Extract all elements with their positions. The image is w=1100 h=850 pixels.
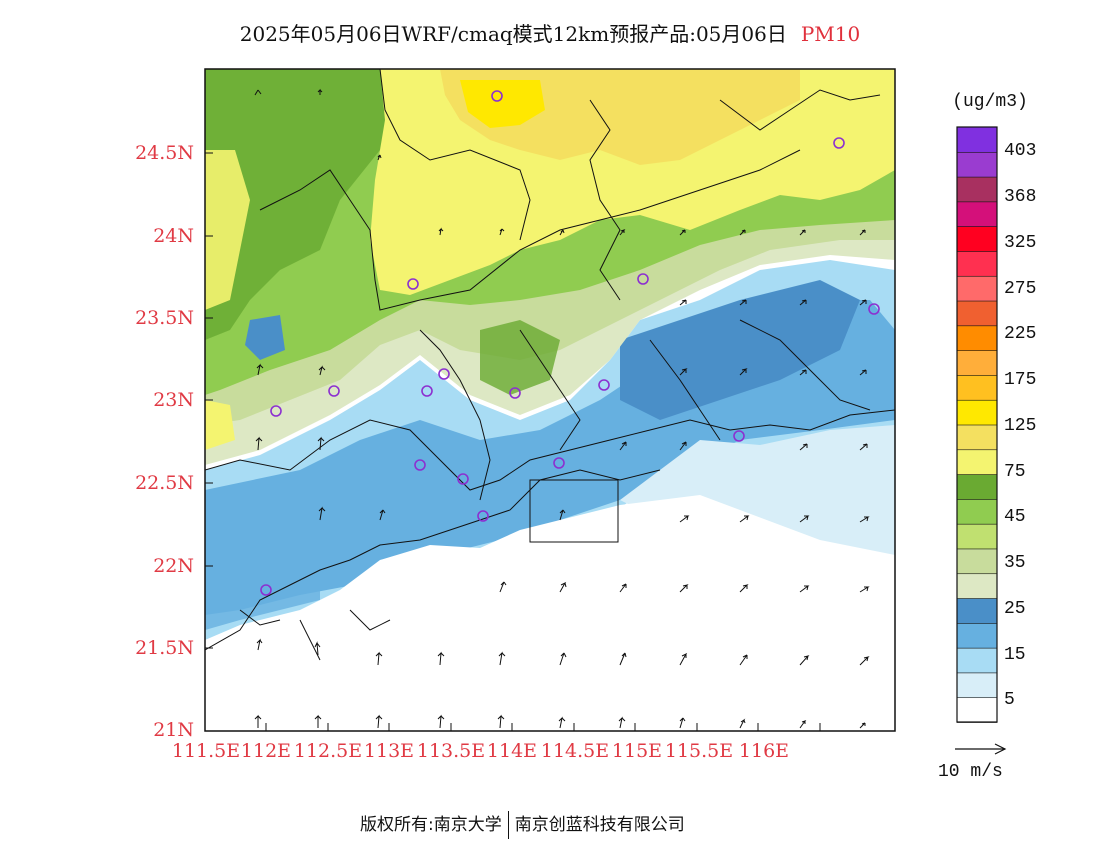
colorbar-label: 35 xyxy=(1004,553,1026,573)
title-main: 2025年05月06日WRF/cmaq模式12km预报产品:05月06日 xyxy=(239,22,787,46)
station-marker xyxy=(598,379,610,391)
station-marker xyxy=(477,510,489,522)
colorbar-swatch xyxy=(956,572,998,599)
colorbar-label: 25 xyxy=(1004,599,1026,619)
footer-separator xyxy=(507,811,509,839)
footer-left: 版权所有:南京大学 xyxy=(360,815,502,835)
lat-tick-label: 23N xyxy=(153,389,194,411)
colorbar-swatch xyxy=(956,647,998,674)
lat-tick-label: 24.5N xyxy=(135,142,194,164)
lat-tick-label: 23.5N xyxy=(135,307,194,329)
colorbar-swatch xyxy=(956,126,998,153)
colorbar-label: 15 xyxy=(1004,645,1026,665)
station-marker xyxy=(553,457,565,469)
colorbar-swatch xyxy=(956,176,998,203)
lat-tick-label: 21.5N xyxy=(135,637,194,659)
station-marker xyxy=(868,303,880,315)
station-marker xyxy=(733,430,745,442)
colorbar-swatch xyxy=(956,448,998,475)
title-species: PM10 xyxy=(800,22,861,46)
station-marker xyxy=(421,385,433,397)
station-marker xyxy=(491,90,503,102)
lon-tick-label: 115E xyxy=(611,740,663,762)
colorbar-frame xyxy=(956,126,998,723)
reference-vector-label: 10 m/s xyxy=(938,762,1003,782)
colorbar-label: 368 xyxy=(1004,187,1037,207)
colorbar-swatch xyxy=(956,424,998,451)
colorbar-swatch xyxy=(956,250,998,277)
colorbar-unit: (ug/m3) xyxy=(952,92,1028,112)
station-marker xyxy=(833,137,845,149)
axis-ticks xyxy=(205,152,821,731)
colorbar-label: 325 xyxy=(1004,233,1037,253)
colorbar-swatch xyxy=(956,399,998,426)
reference-vector xyxy=(955,743,1007,755)
colorbar-swatch xyxy=(956,275,998,302)
lon-tick-label: 115.5E xyxy=(664,740,734,762)
colorbar-label: 403 xyxy=(1004,141,1037,161)
lon-tick-label: 112.5E xyxy=(293,740,363,762)
colorbar-label: 275 xyxy=(1004,279,1037,299)
station-marker xyxy=(328,385,340,397)
concentration-field xyxy=(205,69,895,731)
colorbar-swatch xyxy=(956,349,998,376)
colorbar-swatch xyxy=(956,325,998,351)
lon-tick-label: 112E xyxy=(240,740,292,762)
station-marker xyxy=(438,368,450,380)
lon-tick-label: 116E xyxy=(738,740,790,762)
wind-vectors xyxy=(254,88,870,729)
lon-tick-label: 113.5E xyxy=(416,740,486,762)
colorbar xyxy=(956,126,998,723)
colorbar-swatch xyxy=(956,548,998,575)
colorbar-label: 175 xyxy=(1004,370,1037,390)
colorbar-label: 225 xyxy=(1004,324,1037,344)
colorbar-swatch xyxy=(956,672,998,699)
footer-right: 南京创蓝科技有限公司 xyxy=(514,815,685,835)
lat-tick-label: 21N xyxy=(153,719,194,741)
copyright-footer: 版权所有:南京大学 南京创蓝科技有限公司 xyxy=(360,810,685,839)
colorbar-label: 45 xyxy=(1004,507,1026,527)
colorbar-swatch xyxy=(956,225,998,252)
station-marker xyxy=(407,278,419,290)
colorbar-label: 5 xyxy=(1004,690,1015,710)
colorbar-swatch xyxy=(956,374,998,401)
colorbar-swatch xyxy=(956,498,998,525)
colorbar-swatch xyxy=(956,473,998,500)
lat-tick-label: 22N xyxy=(153,555,194,577)
colorbar-swatch xyxy=(956,300,998,327)
lat-tick-label: 22.5N xyxy=(135,472,194,494)
boundaries xyxy=(205,69,895,661)
colorbar-swatch xyxy=(956,201,998,227)
colorbar-swatch xyxy=(956,523,998,550)
lon-tick-label: 111.5E xyxy=(171,740,241,762)
map-title: 2025年05月06日WRF/cmaq模式12km预报产品:05月06日 PM10 xyxy=(0,18,1100,47)
station-marker xyxy=(457,473,469,485)
station-marker xyxy=(509,387,521,399)
colorbar-label: 75 xyxy=(1004,462,1026,482)
station-marker xyxy=(637,273,649,285)
colorbar-swatch xyxy=(956,597,998,624)
station-markers xyxy=(260,90,880,596)
colorbar-swatch xyxy=(956,151,998,178)
station-marker xyxy=(260,584,272,596)
lon-tick-label: 113E xyxy=(363,740,415,762)
colorbar-label: 125 xyxy=(1004,416,1037,436)
station-marker xyxy=(414,459,426,471)
station-marker xyxy=(270,405,282,417)
colorbar-swatch xyxy=(956,696,998,723)
lon-tick-label: 114.5E xyxy=(540,740,610,762)
lat-tick-label: 24N xyxy=(153,225,194,247)
lon-tick-label: 114E xyxy=(486,740,538,762)
colorbar-swatch xyxy=(956,622,998,649)
